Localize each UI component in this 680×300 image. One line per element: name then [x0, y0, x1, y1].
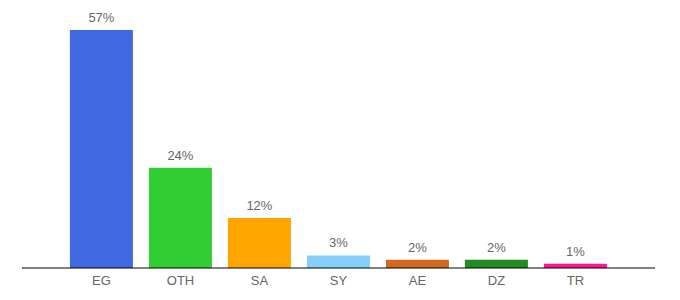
svg-text:12%: 12% [246, 198, 272, 213]
svg-text:OTH: OTH [167, 273, 194, 288]
svg-text:2%: 2% [487, 240, 506, 255]
svg-text:24%: 24% [167, 148, 193, 163]
svg-text:AE: AE [409, 273, 427, 288]
svg-text:TR: TR [567, 273, 584, 288]
svg-text:2%: 2% [408, 240, 427, 255]
svg-text:SA: SA [251, 273, 269, 288]
svg-text:57%: 57% [88, 10, 114, 25]
svg-text:3%: 3% [329, 235, 348, 250]
svg-text:EG: EG [92, 273, 111, 288]
svg-text:SY: SY [330, 273, 348, 288]
svg-text:1%: 1% [566, 244, 585, 259]
svg-text:DZ: DZ [488, 273, 505, 288]
